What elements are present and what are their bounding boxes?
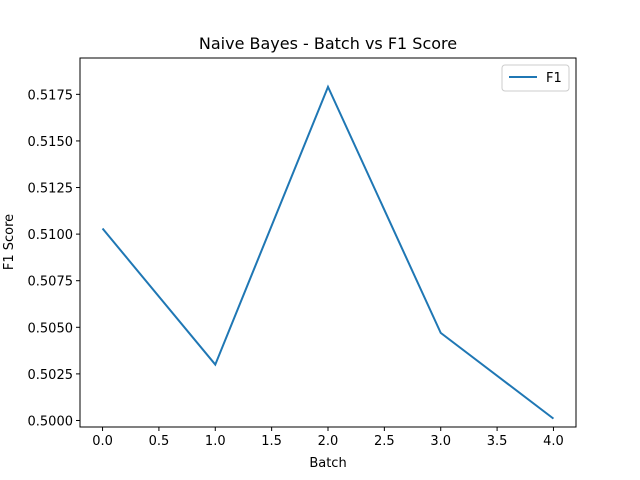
y-tick-label: 0.5075 bbox=[28, 275, 74, 290]
legend-entry-label: F1 bbox=[546, 71, 562, 86]
x-tick-label: 0.0 bbox=[92, 434, 113, 449]
x-tick-label: 3.5 bbox=[487, 434, 508, 449]
y-tick-label: 0.5175 bbox=[28, 88, 74, 103]
series-layer bbox=[101, 84, 555, 420]
x-tick-label: 4.0 bbox=[543, 434, 564, 449]
legend: F1 bbox=[501, 64, 570, 92]
y-tick-label: 0.5025 bbox=[28, 368, 74, 383]
x-axis-label: Batch bbox=[309, 456, 346, 471]
y-tick-label: 0.5000 bbox=[28, 414, 74, 429]
x-tick-label: 1.0 bbox=[205, 434, 226, 449]
y-axis-label: F1 Score bbox=[2, 214, 17, 270]
y-tick-label: 0.5125 bbox=[28, 182, 74, 197]
chart-title: Naive Bayes - Batch vs F1 Score bbox=[199, 34, 457, 53]
y-tick-label: 0.5150 bbox=[28, 135, 74, 150]
x-tick-label: 2.5 bbox=[374, 434, 395, 449]
y-tick-label: 0.5050 bbox=[28, 321, 74, 336]
x-tick-label: 0.5 bbox=[149, 434, 170, 449]
x-tick-label: 2.0 bbox=[318, 434, 339, 449]
x-tick-label: 1.5 bbox=[261, 434, 282, 449]
y-axis: 0.5000 0.5025 0.5050 0.5075 0.5100 0.5125 0.51… bbox=[28, 88, 80, 429]
y-tick-label: 0.5100 bbox=[28, 228, 74, 243]
x-tick-label: 3.0 bbox=[430, 434, 451, 449]
x-axis: 0.0 0.5 1.0 1.5 2.0 2.5 3.0 3.5 4.0 bbox=[92, 427, 564, 449]
